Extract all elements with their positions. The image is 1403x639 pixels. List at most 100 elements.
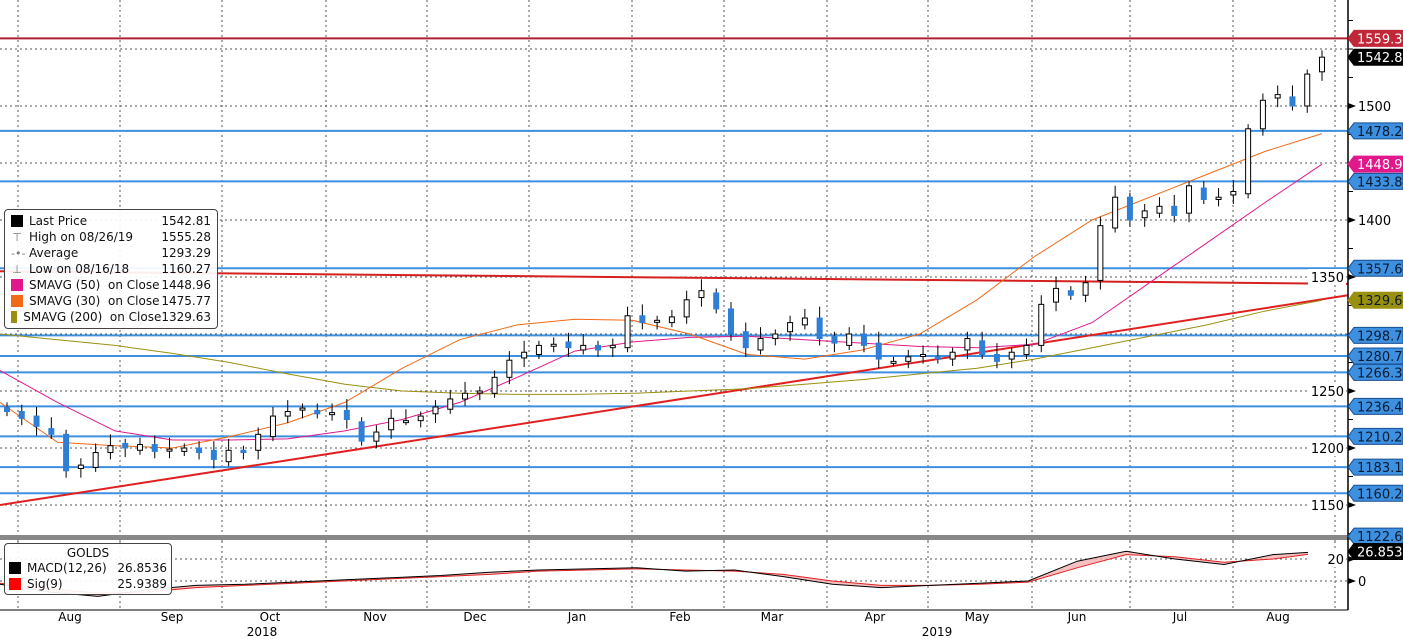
- candle: [727, 302, 734, 341]
- price-tag: 1122.66: [1347, 527, 1403, 545]
- price-tag-bg: [1347, 427, 1403, 445]
- legend-value: 1542.81: [161, 214, 211, 228]
- red-resistance-line: [0, 270, 1349, 285]
- candle: [77, 458, 84, 478]
- candle: [269, 406, 276, 442]
- x-tick-label: Mar: [761, 610, 784, 624]
- candle: [1230, 180, 1237, 205]
- candle: [831, 331, 838, 353]
- candle-body: [595, 344, 602, 351]
- price-legend[interactable]: Last Price 1542.81 ⊤ High on 08/26/19 1555.2…: [4, 209, 218, 329]
- candle: [668, 310, 675, 328]
- price-tag-label: 1357.64: [1357, 262, 1403, 277]
- legend-item[interactable]: ⊤ High on 08/26/19 1555.28: [11, 229, 211, 245]
- price-tag: 1236.49: [1347, 397, 1403, 415]
- candle-body: [240, 449, 247, 454]
- price-tag-bg: [1347, 259, 1403, 277]
- candle: [550, 337, 557, 353]
- macd-legend-title: GOLDS: [66, 546, 110, 560]
- candle: [1038, 295, 1045, 353]
- legend-item[interactable]: Last Price 1542.81: [11, 213, 211, 229]
- candle: [875, 331, 882, 369]
- y-tick-arrow: [1348, 274, 1356, 280]
- y-tick-label: 1150: [1311, 499, 1344, 514]
- candle: [402, 409, 409, 426]
- y-tick-label: 1250: [1311, 385, 1344, 400]
- candle: [1112, 185, 1119, 233]
- candle: [1274, 85, 1281, 108]
- x-tick-label: Oct: [260, 610, 281, 624]
- candle: [1259, 93, 1266, 136]
- legend-item[interactable]: -•- Average 1293.29: [11, 245, 211, 261]
- x-tick-label: Jun: [1067, 610, 1087, 624]
- price-tag-bg: [1347, 172, 1403, 190]
- candle-body: [668, 316, 675, 324]
- candle: [890, 356, 897, 366]
- candle: [343, 398, 350, 429]
- candle-body: [107, 445, 114, 454]
- price-tag-label: 1478.20: [1357, 125, 1403, 140]
- price-tag: 1160.27: [1347, 484, 1403, 502]
- candle: [1304, 69, 1311, 113]
- price-tag-bg: [1347, 527, 1403, 545]
- macd-panel-bg: [0, 541, 1348, 609]
- macd-value-tag: 26.8536: [1347, 542, 1403, 560]
- y-tick-label: 1350: [1311, 271, 1344, 286]
- candle-body: [1319, 56, 1325, 73]
- price-tag-label: 1266.32: [1357, 366, 1403, 381]
- price-tag-bg: [1347, 542, 1403, 560]
- candle: [595, 340, 602, 357]
- macd-legend[interactable]: GOLDS MACD(12,26) 26.8536 Sig(9) 25.9389: [4, 543, 172, 595]
- price-tag-label: 1433.83: [1357, 175, 1403, 190]
- price-tag: 1329.63: [1347, 291, 1403, 309]
- legend-value: 1555.28: [161, 230, 211, 244]
- price-tag: 1448.96: [1347, 155, 1403, 173]
- candle-body: [1230, 191, 1237, 196]
- legend-item[interactable]: SMAVG (30) on Close 1475.77: [11, 293, 211, 309]
- price-tag-label: 1160.27: [1357, 487, 1403, 502]
- candle: [506, 351, 513, 385]
- legend-swatch: [9, 562, 21, 574]
- candle: [18, 404, 25, 426]
- candle: [462, 381, 469, 406]
- candle: [979, 331, 986, 360]
- legend-item[interactable]: ⊥ Low on 08/16/18 1160.27: [11, 261, 211, 277]
- candle: [535, 340, 542, 360]
- legend-label: SMAVG (50) on Close: [29, 278, 160, 292]
- candle-body: [343, 409, 350, 421]
- candle-body: [713, 292, 720, 310]
- macd-legend-item[interactable]: MACD(12,26) 26.8536: [9, 560, 167, 576]
- legend-item[interactable]: SMAVG (200) on Close 1329.63: [11, 309, 211, 325]
- x-tick-label: Aug: [1266, 610, 1289, 624]
- candle: [1200, 181, 1207, 205]
- candle: [905, 349, 912, 369]
- y-tick-arrow: [1348, 578, 1356, 584]
- legend-value: 25.9389: [117, 577, 167, 591]
- candle-body: [314, 409, 321, 415]
- candle: [1008, 347, 1015, 369]
- candle-body: [846, 333, 853, 346]
- red-trendline: [0, 294, 1349, 506]
- candle: [787, 315, 794, 341]
- candle-body: [772, 333, 779, 340]
- candle: [122, 438, 129, 458]
- candle: [92, 443, 99, 472]
- candle: [964, 331, 971, 360]
- high-marker-icon: ⊤: [12, 230, 22, 244]
- candle-body: [63, 433, 70, 472]
- candle: [683, 290, 690, 324]
- y-tick-label-backing: [1308, 440, 1346, 456]
- price-tag-label: 1280.75: [1357, 350, 1403, 365]
- candle: [934, 345, 941, 364]
- legend-label: Low on 08/16/18: [29, 262, 130, 276]
- candle-body: [1126, 196, 1133, 221]
- price-tag-label: 1210.20: [1357, 430, 1403, 445]
- candle: [565, 332, 572, 357]
- candle: [240, 445, 247, 460]
- legend-item[interactable]: SMAVG (50) on Close 1448.96: [11, 277, 211, 293]
- macd-legend-item[interactable]: Sig(9) 25.9389: [9, 576, 167, 592]
- price-tag-bg: [1347, 326, 1403, 344]
- candle-body: [181, 447, 188, 452]
- candle-body: [388, 417, 395, 431]
